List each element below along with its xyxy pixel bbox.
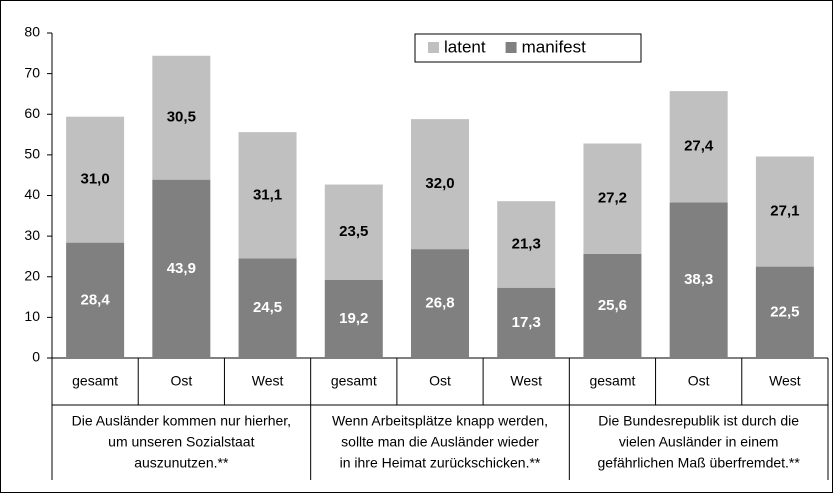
x-tick-label: Ost <box>688 373 710 389</box>
bar-segment <box>152 179 211 358</box>
legend-label: manifest <box>522 37 587 56</box>
x-tick-label: gesamt <box>72 373 118 389</box>
y-tick-label: 0 <box>32 349 40 365</box>
bar-segment <box>152 55 211 180</box>
group-label: auszunutzen.** <box>134 455 229 471</box>
value-label: 38,3 <box>684 271 713 288</box>
bar-segment <box>324 280 383 358</box>
value-label: 24,5 <box>253 299 282 316</box>
y-tick-label: 70 <box>24 64 40 80</box>
x-tick-label: Ost <box>170 373 192 389</box>
y-tick-label: 80 <box>24 24 40 40</box>
bar-segment <box>583 254 642 358</box>
value-label: 21,3 <box>512 235 541 252</box>
bar-segment <box>411 119 469 250</box>
value-label: 31,0 <box>81 171 110 188</box>
bar-segment <box>669 202 728 358</box>
x-tick-label: gesamt <box>589 373 635 389</box>
bar-segment <box>755 266 814 358</box>
legend-swatch <box>428 42 439 53</box>
value-label: 27,2 <box>598 190 627 207</box>
value-label: 28,4 <box>81 291 111 308</box>
value-label: 25,6 <box>598 297 627 314</box>
bar-segment <box>411 249 469 358</box>
bar-segment <box>324 184 383 280</box>
value-label: 31,1 <box>253 186 282 203</box>
value-label: 43,9 <box>167 260 196 277</box>
bar-segment <box>238 132 297 259</box>
y-tick-label: 10 <box>24 308 40 324</box>
bar-segment <box>66 242 125 358</box>
value-label: 27,1 <box>770 203 799 220</box>
y-tick-label: 30 <box>24 227 40 243</box>
x-tick-label: West <box>769 373 801 389</box>
x-tick-label: gesamt <box>331 373 377 389</box>
group-label: Wenn Arbeitsplätze knapp werden, <box>332 413 548 429</box>
bar-segment <box>238 258 297 358</box>
y-tick-label: 60 <box>24 105 40 121</box>
value-label: 27,4 <box>684 138 714 155</box>
value-label: 23,5 <box>339 223 368 240</box>
group-label: Die Bundesrepublik ist durch die <box>598 413 799 429</box>
legend-swatch <box>505 42 517 53</box>
y-tick-label: 50 <box>24 146 40 162</box>
value-label: 32,0 <box>425 175 454 192</box>
bar-segment <box>669 91 728 203</box>
value-label: 22,5 <box>770 303 799 320</box>
group-label: in ihre Heimat zurückschicken.** <box>340 455 541 471</box>
y-tick-label: 40 <box>24 186 40 202</box>
value-label: 19,2 <box>339 310 368 327</box>
x-tick-label: West <box>252 373 284 389</box>
legend-box <box>414 33 642 63</box>
value-label: 30,5 <box>167 109 196 126</box>
group-label: gefährlichen Maß überfremdet.** <box>598 455 801 471</box>
value-label: 26,8 <box>425 295 454 312</box>
bar-segment <box>497 287 556 358</box>
group-label: Die Ausländer kommen nur hierher, <box>72 413 291 429</box>
y-tick-label: 20 <box>24 267 40 283</box>
value-label: 17,3 <box>512 314 541 331</box>
group-label: sollte man die Ausländer wieder <box>341 434 539 450</box>
group-label: vielen Ausländer in einem <box>619 434 779 450</box>
x-tick-label: West <box>510 373 542 389</box>
x-tick-label: Ost <box>429 373 451 389</box>
bar-segment <box>583 143 642 254</box>
bar-segment <box>66 116 125 243</box>
legend-label: latent <box>444 37 486 56</box>
bar-segment <box>755 156 814 267</box>
group-label: um unseren Sozialstaat <box>108 434 254 450</box>
bar-segment <box>497 201 556 288</box>
